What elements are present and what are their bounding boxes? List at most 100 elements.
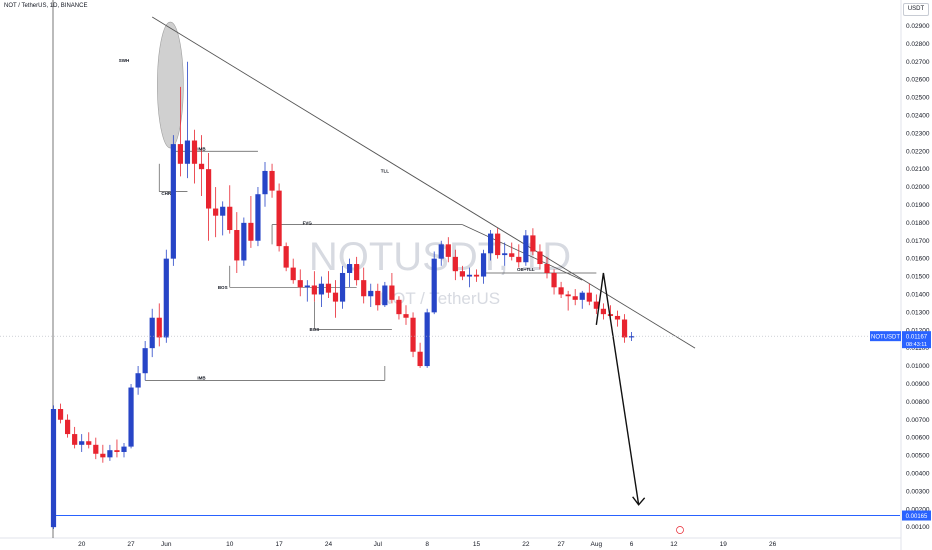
candle-body — [177, 144, 183, 164]
candle-body — [290, 267, 296, 281]
target-price-label: 0.00165 — [906, 514, 928, 520]
candle-body — [459, 271, 465, 277]
candle-body — [206, 169, 212, 209]
candle-body — [304, 285, 310, 288]
y-tick-label: 0.02400 — [906, 112, 930, 119]
x-tick-label: 19 — [720, 541, 728, 548]
y-tick-label: 0.01100 — [906, 345, 929, 352]
candle-body — [107, 450, 113, 458]
candle-body — [276, 190, 282, 247]
candle-body — [121, 446, 127, 452]
y-tick-label: 0.01400 — [906, 291, 930, 298]
symbol-header: NOT / TetherUS, 1D, BINANCE — [4, 3, 88, 9]
x-tick-label: Jul — [374, 541, 383, 548]
y-tick-label: 0.01600 — [906, 256, 930, 263]
candle-body — [269, 170, 275, 191]
projection-arrowhead — [632, 496, 646, 506]
y-tick-label: 0.00400 — [906, 470, 930, 477]
annotation-label: TLL — [381, 169, 389, 174]
candle-body — [509, 253, 515, 257]
candle-body — [544, 264, 550, 273]
candle-body — [445, 244, 451, 257]
y-tick-label: 0.02200 — [906, 148, 930, 155]
y-tick-label: 0.02500 — [906, 95, 930, 102]
annotation-label: CHR — [161, 191, 171, 196]
y-tick-label: 0.02600 — [906, 77, 930, 84]
candle-body — [227, 206, 233, 231]
candle-body — [114, 450, 120, 452]
candle-body — [156, 317, 162, 338]
candle-body — [488, 233, 494, 254]
candle-body — [149, 317, 155, 349]
candle-body — [593, 301, 599, 309]
main-trendline — [151, 16, 696, 349]
candle-body — [311, 285, 317, 295]
candle-body — [86, 441, 92, 445]
candle-body — [523, 235, 529, 263]
candle-body — [191, 140, 198, 164]
x-tick-label: 20 — [78, 541, 86, 548]
candle-body — [213, 208, 219, 216]
x-tick-label: 15 — [473, 541, 481, 548]
candle-body — [586, 292, 592, 302]
x-tick-label: 8 — [425, 541, 429, 548]
countdown-label: 08:43:11 — [906, 342, 927, 348]
candle-body — [234, 230, 240, 261]
candle-body — [403, 314, 409, 318]
candle-body — [502, 253, 508, 256]
candle-body — [72, 434, 78, 445]
candle-body — [361, 280, 367, 297]
candle-body — [530, 235, 536, 252]
x-tick-label: 17 — [275, 541, 283, 548]
candle-body — [621, 319, 628, 338]
candle-body — [332, 292, 339, 302]
x-tick-label: 6 — [630, 541, 634, 548]
y-tick-label: 0.00300 — [906, 488, 930, 495]
candle-body — [375, 290, 381, 306]
x-tick-label: 12 — [670, 541, 678, 548]
y-tick-label: 0.02900 — [906, 23, 930, 30]
candle-body — [318, 283, 324, 295]
candle-body — [248, 222, 254, 241]
x-tick-label: 22 — [522, 541, 530, 548]
candle-body — [537, 251, 543, 265]
y-tick-label: 0.00900 — [906, 381, 930, 388]
y-tick-label: 0.02800 — [906, 41, 930, 48]
candle-body — [297, 280, 303, 288]
candle-body — [516, 256, 522, 263]
x-tick-label: 26 — [769, 541, 777, 548]
candle-body — [93, 444, 99, 454]
x-tick-label: 27 — [127, 541, 135, 548]
candle-body — [135, 373, 141, 388]
candle-body — [480, 253, 487, 277]
currency-selector[interactable]: USDT — [903, 3, 929, 16]
y-tick-label: 0.01800 — [906, 220, 930, 227]
candle-body — [241, 222, 247, 261]
y-tick-label: 0.01000 — [906, 363, 930, 370]
x-tick-label: 24 — [325, 541, 333, 548]
target-price-flag — [902, 510, 931, 521]
candle-body — [170, 144, 176, 259]
steep-trendline — [462, 224, 583, 281]
y-tick-label: 0.01900 — [906, 202, 930, 209]
candle-body — [417, 351, 423, 367]
candle-body — [65, 419, 71, 435]
current-symbol-label: NOTUSDT — [871, 335, 900, 341]
candle-body — [389, 285, 395, 300]
x-tick-label: 27 — [557, 541, 565, 548]
annotation-label: BOS — [218, 285, 228, 290]
candle-body — [452, 256, 458, 272]
y-tick-label: 0.00800 — [906, 399, 930, 406]
candle-body — [128, 387, 134, 447]
candle-body — [431, 258, 437, 313]
candle-body — [262, 170, 268, 195]
candle-body — [600, 308, 606, 315]
y-tick-label: 0.02300 — [906, 130, 930, 137]
swing-high-ellipse — [157, 21, 184, 149]
candle-body — [614, 315, 621, 320]
current-price-flag — [902, 331, 931, 349]
candle-body — [396, 299, 402, 315]
candle-body — [551, 272, 557, 288]
y-tick-label: 0.02100 — [906, 166, 930, 173]
